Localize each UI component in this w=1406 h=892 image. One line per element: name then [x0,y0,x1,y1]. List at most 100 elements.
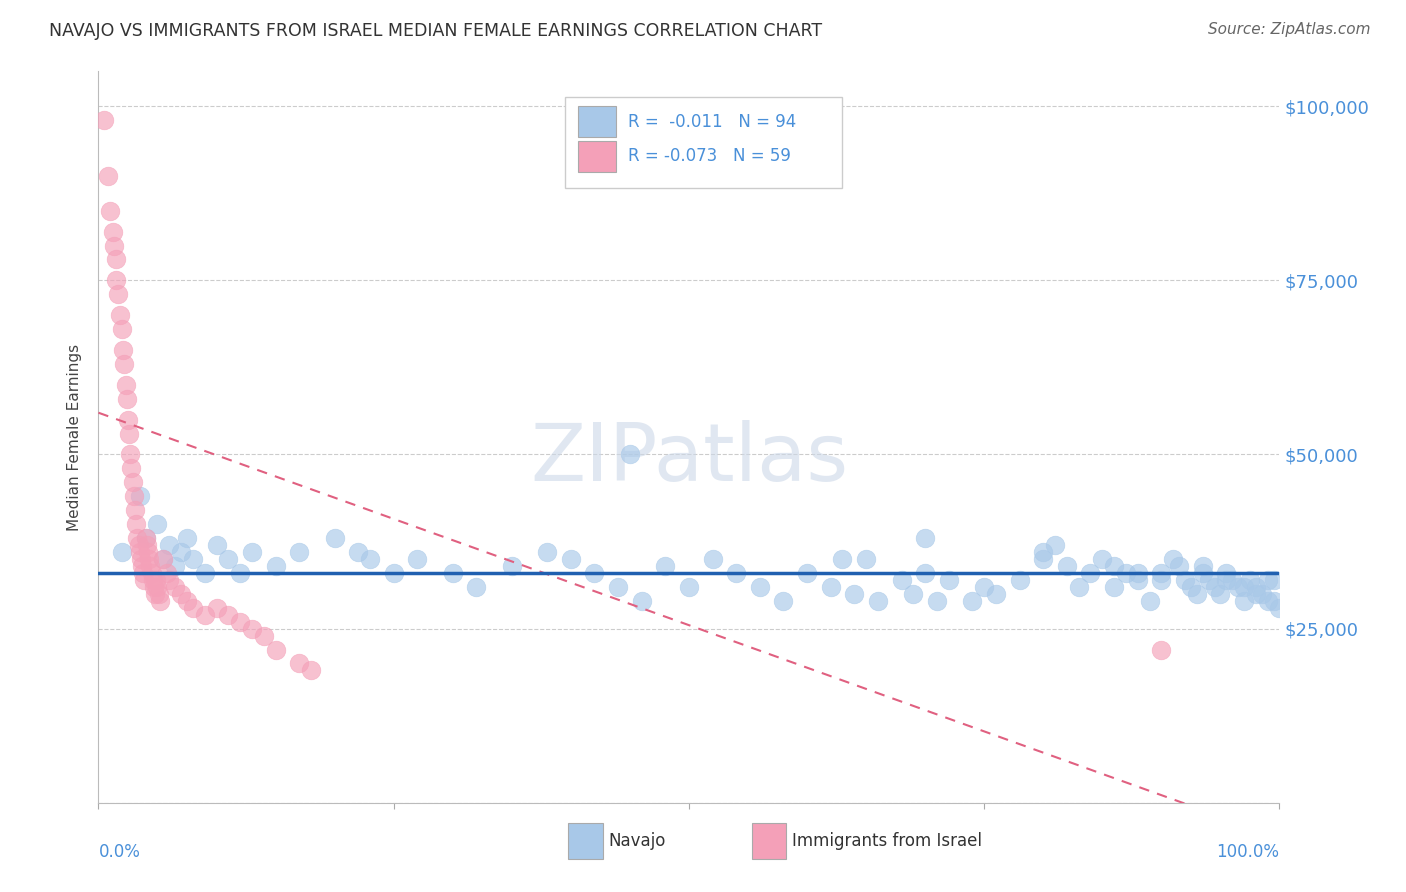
Point [121,461,143,475]
Point [465,580,488,594]
Point [1067,580,1090,594]
Point [702,552,724,566]
Point [135,531,157,545]
Point [217,552,239,566]
Point [772,594,794,608]
Point [678,580,700,594]
Point [134,573,156,587]
Point [890,573,912,587]
Point [1043,538,1066,552]
Text: ZIPatlas: ZIPatlas [530,420,848,498]
Point [1056,558,1078,573]
Point [176,594,198,608]
Point [143,587,166,601]
FancyBboxPatch shape [578,106,616,137]
Point [973,580,995,594]
Point [1239,573,1261,587]
Point [1257,573,1279,587]
Point [240,545,263,559]
Point [142,573,165,587]
Point [1233,594,1256,608]
Text: R =  -0.011   N = 94: R = -0.011 N = 94 [627,112,796,131]
Point [1185,587,1208,601]
Point [103,238,125,252]
Point [253,629,276,643]
Point [914,531,936,545]
Point [101,225,124,239]
Point [288,657,311,671]
Point [122,489,145,503]
Point [157,538,180,552]
Point [299,664,322,678]
Point [135,531,157,545]
Point [359,552,381,566]
Point [1263,594,1285,608]
Point [406,552,429,566]
Point [1191,558,1213,573]
Text: Navajo: Navajo [609,832,666,850]
Point [117,412,139,426]
Point [1227,580,1250,594]
Point [323,531,346,545]
Point [501,558,523,573]
Point [141,566,163,580]
Point [98,203,121,218]
Point [1250,587,1272,601]
Point [138,552,160,566]
Point [1150,642,1173,657]
Point [962,594,984,608]
Point [347,545,370,559]
Point [194,566,217,580]
Point [1180,580,1202,594]
Point [108,308,131,322]
Point [132,566,155,580]
Point [866,594,889,608]
Point [142,580,165,594]
Point [176,531,198,545]
Point [1244,587,1267,601]
Point [205,538,228,552]
Text: Source: ZipAtlas.com: Source: ZipAtlas.com [1208,22,1371,37]
Point [111,545,134,559]
Point [607,580,630,594]
Point [619,448,641,462]
Point [131,558,153,573]
Point [170,587,193,601]
Point [925,594,948,608]
Point [1126,573,1149,587]
Point [796,566,818,580]
Point [725,566,748,580]
Point [855,552,877,566]
Point [288,545,311,559]
Point [938,573,960,587]
Point [1102,558,1125,573]
Point [229,566,252,580]
Point [121,475,143,490]
Point [1215,573,1237,587]
FancyBboxPatch shape [568,823,603,859]
Point [560,552,582,566]
Text: NAVAJO VS IMMIGRANTS FROM ISRAEL MEDIAN FEMALE EARNINGS CORRELATION CHART: NAVAJO VS IMMIGRANTS FROM ISRAEL MEDIAN … [49,22,823,40]
Point [105,252,128,267]
Point [127,531,149,545]
Point [165,580,187,594]
Point [583,566,606,580]
Point [1008,573,1031,587]
Point [1168,558,1191,573]
Point [1220,573,1243,587]
Point [135,538,157,552]
Point [844,587,866,601]
Point [1244,580,1267,594]
Point [630,594,652,608]
Point [115,392,138,406]
Point [1150,566,1173,580]
Point [1115,566,1137,580]
Point [181,552,204,566]
Point [125,517,148,532]
Point [1215,566,1237,580]
Point [1139,594,1161,608]
Point [124,503,146,517]
Point [205,600,228,615]
Text: Immigrants from Israel: Immigrants from Israel [792,832,981,850]
Point [194,607,217,622]
